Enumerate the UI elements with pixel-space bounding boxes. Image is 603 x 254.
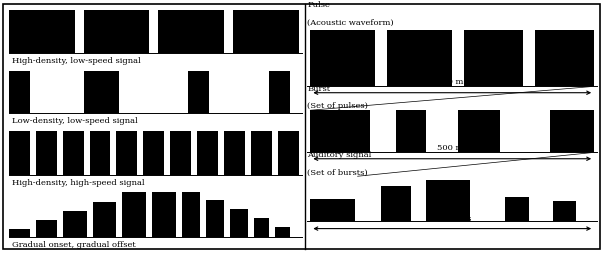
Text: 2,000 ms: 2,000 ms	[433, 214, 472, 222]
Bar	[535, 30, 594, 86]
Text: 100 ms: 100 ms	[437, 78, 467, 86]
Bar	[396, 110, 426, 152]
Text: (Set of bursts): (Set of bursts)	[308, 169, 368, 177]
Bar	[277, 131, 298, 175]
Bar	[9, 10, 75, 53]
Bar	[230, 209, 248, 237]
Text: High-density, low-speed signal: High-density, low-speed signal	[12, 57, 140, 65]
Text: Pulse: Pulse	[308, 1, 330, 9]
Text: Burst: Burst	[308, 85, 330, 93]
Text: Low-density, low-speed signal: Low-density, low-speed signal	[12, 117, 137, 125]
Bar	[84, 71, 119, 113]
Bar	[182, 192, 200, 237]
Bar	[144, 131, 164, 175]
Bar	[311, 30, 376, 86]
Bar	[36, 131, 57, 175]
Bar	[90, 131, 110, 175]
Bar	[426, 180, 470, 221]
Bar	[505, 197, 529, 221]
Bar	[170, 131, 191, 175]
Bar	[36, 220, 57, 237]
Bar	[269, 71, 289, 113]
Bar	[188, 71, 209, 113]
Text: Auditory signal: Auditory signal	[308, 151, 372, 159]
Bar	[224, 131, 245, 175]
Text: 500 ms: 500 ms	[437, 145, 467, 152]
Bar	[233, 10, 298, 53]
Bar	[158, 10, 224, 53]
Bar	[550, 110, 594, 152]
Text: (Set of pulses): (Set of pulses)	[308, 103, 368, 110]
Bar	[9, 71, 30, 113]
Bar	[84, 10, 150, 53]
Bar	[9, 131, 30, 175]
Bar	[274, 227, 289, 237]
Bar	[458, 110, 499, 152]
Bar	[311, 199, 355, 221]
Bar	[9, 229, 30, 237]
Text: High-density, high-speed signal: High-density, high-speed signal	[12, 179, 145, 187]
Bar	[381, 186, 411, 221]
Text: (Acoustic waveform): (Acoustic waveform)	[308, 19, 394, 27]
Bar	[311, 110, 370, 152]
Bar	[254, 218, 269, 237]
Text: Gradual onset, gradual offset: Gradual onset, gradual offset	[12, 241, 136, 249]
Bar	[153, 192, 176, 237]
Bar	[63, 131, 84, 175]
Bar	[197, 131, 218, 175]
Bar	[93, 202, 116, 237]
Bar	[251, 131, 272, 175]
Bar	[63, 211, 87, 237]
Bar	[206, 200, 224, 237]
Bar	[553, 201, 576, 221]
Bar	[387, 30, 452, 86]
Bar	[464, 30, 523, 86]
Bar	[116, 131, 137, 175]
Bar	[122, 192, 147, 237]
